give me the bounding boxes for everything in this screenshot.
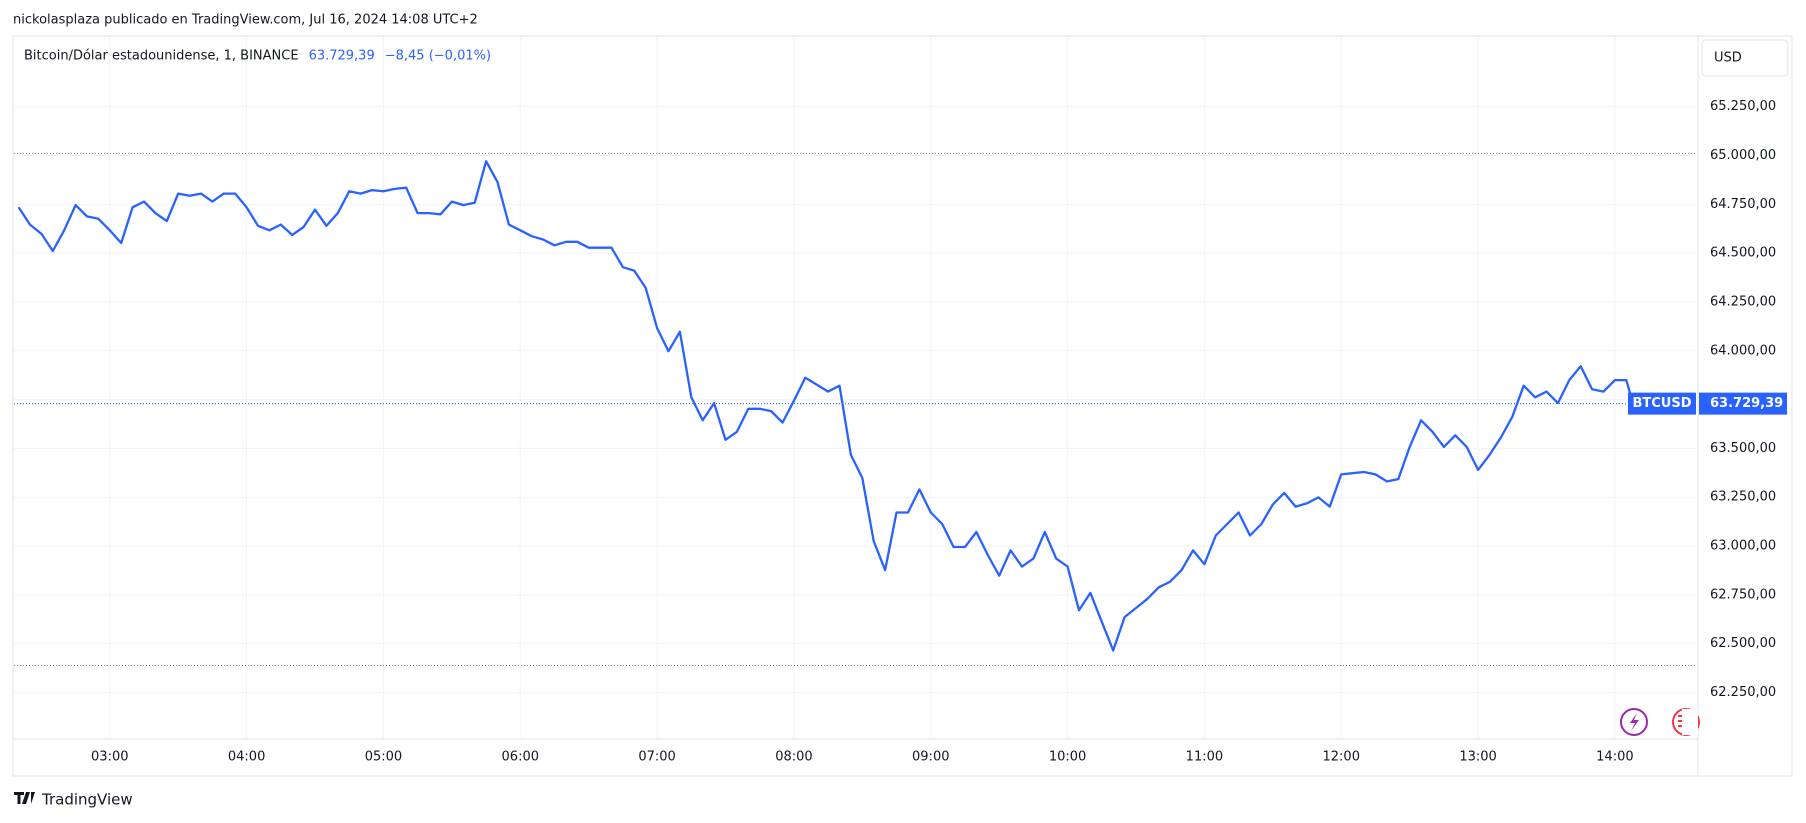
x-tick-label: 14:00: [1596, 750, 1633, 765]
lightning-icon: [1630, 713, 1639, 731]
x-tick-label: 06:00: [502, 750, 539, 765]
symbol-tag: [1628, 392, 1696, 415]
y-tick-label: 63.000,00: [1710, 539, 1776, 554]
x-tick-label: 04:00: [228, 750, 265, 765]
y-tick-label: 64.000,00: [1710, 343, 1776, 358]
x-tick-label: 10:00: [1049, 750, 1086, 765]
price-line: [17, 160, 1635, 652]
currency[interactable]: USD: [1714, 51, 1742, 66]
x-tick-label: 07:00: [638, 750, 675, 765]
y-tick-label: 62.250,00: [1710, 685, 1776, 700]
x-tick-label: 09:00: [912, 750, 949, 765]
y-tick-label: 65.250,00: [1710, 99, 1776, 114]
x-tick-label: 03:00: [91, 750, 128, 765]
footer: TradingView: [41, 791, 133, 809]
y-tick-label: 63.500,00: [1710, 441, 1776, 456]
y-tick-label: 62.500,00: [1710, 636, 1776, 651]
x-tick-label: 11:00: [1186, 750, 1223, 765]
x-tick-label: 12:00: [1323, 750, 1360, 765]
legend-change: −8,45 (−0,01%): [385, 49, 491, 64]
y-tick-label: 64.750,00: [1710, 197, 1776, 212]
x-tick-label: 13:00: [1459, 750, 1496, 765]
y-tick-label: 65.000,00: [1710, 148, 1776, 163]
y-tick-label: 64.250,00: [1710, 294, 1776, 309]
legend-price: 63.729,39: [309, 49, 375, 64]
price-tag: [1699, 392, 1787, 415]
header: nickolasplaza publicado en TradingView.c…: [13, 13, 478, 28]
chart-title: Bitcoin/Dólar estadounidense, 1, BINANCE: [24, 49, 299, 64]
event-icon[interactable]: [1620, 708, 1648, 736]
symbol-label: BTCUSD: [1632, 396, 1691, 411]
x-tick-label: 05:00: [365, 750, 402, 765]
y-tick-label: 63.250,00: [1710, 490, 1776, 505]
logo: [14, 792, 35, 804]
x-tick-label: 08:00: [775, 750, 812, 765]
icon-mask: [1682, 709, 1698, 735]
y-tick-label: 62.750,00: [1710, 587, 1776, 602]
price-tag-label: 63.729,39: [1710, 396, 1783, 411]
y-tick-label: 64.500,00: [1710, 246, 1776, 261]
currency-button[interactable]: [1701, 39, 1789, 77]
frame: [12, 35, 1793, 777]
